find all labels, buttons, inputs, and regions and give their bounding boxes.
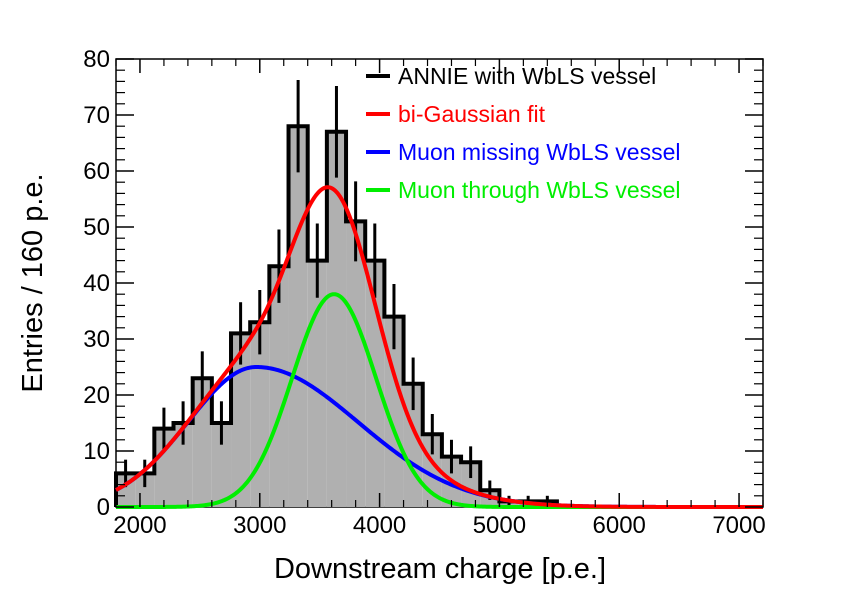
x-tick-label: 3000	[233, 512, 286, 539]
y-tick-label: 0	[97, 494, 110, 521]
histogram-bar	[326, 131, 347, 508]
y-axis-title: Entries / 160 p.e.	[17, 173, 49, 392]
y-tick-label: 40	[83, 270, 110, 297]
y-tick-label: 10	[83, 438, 110, 465]
histogram-bar	[461, 462, 481, 507]
y-tick-label: 50	[83, 214, 110, 241]
x-axis-title: Downstream charge [p.e.]	[274, 553, 606, 585]
y-tick-label: 80	[83, 46, 110, 73]
x-tick-label: 2000	[113, 512, 166, 539]
histogram-bar	[346, 221, 366, 507]
legend-label: Muon through WbLS vessel	[398, 177, 681, 203]
legend-label: Muon missing WbLS vessel	[398, 139, 681, 165]
x-tick-label: 4000	[353, 512, 406, 539]
x-tick-label: 6000	[593, 512, 646, 539]
histogram-bar	[288, 126, 308, 507]
x-tick-label: 5000	[473, 512, 526, 539]
legend-label: bi-Gaussian fit	[398, 101, 546, 127]
x-tick-label: 7000	[712, 512, 765, 539]
y-tick-label: 60	[83, 158, 110, 185]
histogram-bar	[173, 423, 193, 507]
legend-label: ANNIE with WbLS vessel	[398, 63, 656, 89]
histogram-bar	[231, 333, 251, 507]
fit-curve	[115, 185, 763, 509]
y-tick-label: 70	[83, 102, 110, 129]
histogram-bar	[211, 423, 232, 507]
y-tick-label: 30	[83, 326, 110, 353]
histogram-bar	[269, 266, 289, 507]
y-tick-label: 20	[83, 382, 110, 409]
